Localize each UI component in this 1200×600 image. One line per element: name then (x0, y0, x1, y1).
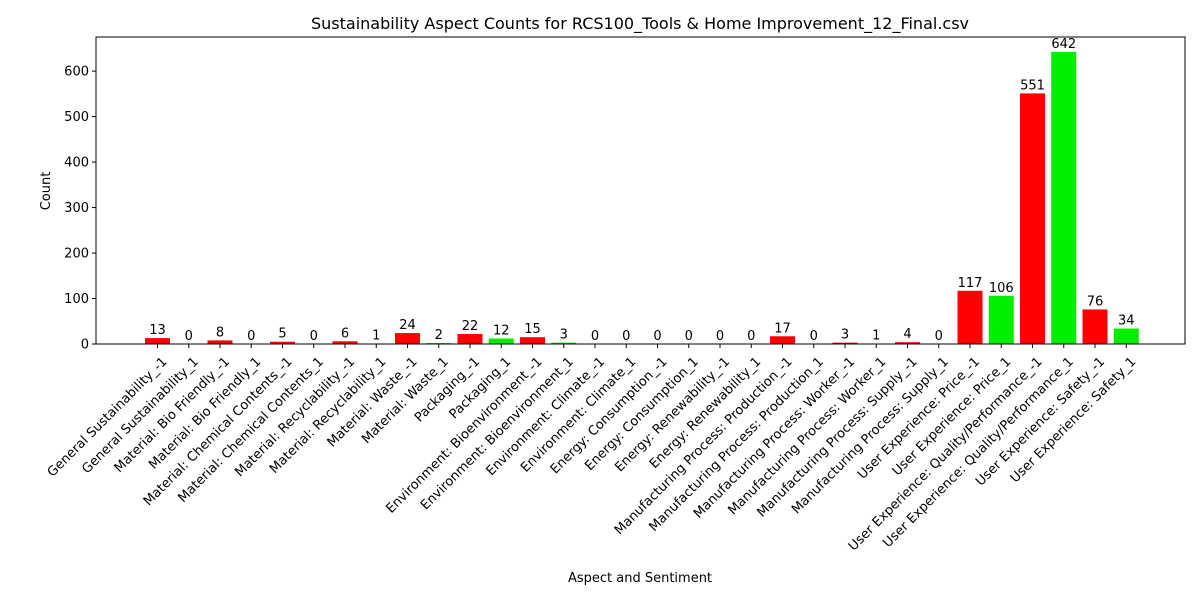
y-tick-label: 500 (64, 110, 89, 125)
data-label: 0 (622, 329, 630, 344)
data-label: 0 (653, 329, 661, 344)
y-tick-label: 300 (64, 201, 89, 216)
bar (832, 342, 858, 344)
data-label: 0 (185, 329, 193, 344)
y-axis-title: Count (39, 172, 54, 211)
bar (770, 336, 795, 344)
data-label: 117 (958, 276, 983, 291)
data-label: 0 (810, 329, 818, 344)
data-label: 1 (872, 329, 880, 344)
bar (520, 337, 545, 344)
data-label: 2 (435, 328, 443, 343)
bar (207, 340, 233, 344)
bar (895, 342, 920, 344)
data-label: 8 (216, 325, 224, 340)
data-label: 3 (841, 328, 849, 343)
bar (270, 341, 295, 344)
bar (988, 295, 1014, 344)
data-label: 4 (903, 327, 911, 342)
data-label: 106 (989, 281, 1014, 296)
data-label: 76 (1087, 294, 1104, 309)
bar (145, 338, 170, 344)
data-label: 22 (462, 319, 479, 334)
bar (1020, 93, 1045, 344)
data-label: 5 (278, 327, 286, 342)
y-tick-label: 200 (64, 247, 89, 262)
data-label: 6 (341, 326, 349, 341)
y-tick-label: 600 (64, 65, 89, 80)
bar (551, 342, 577, 344)
data-label: 12 (493, 324, 510, 339)
plot-frame (95, 36, 1186, 345)
bar (1113, 328, 1139, 344)
x-axis-title: Aspect and Sentiment (568, 571, 712, 586)
bar (957, 290, 983, 344)
data-label: 0 (935, 329, 943, 344)
data-label: 0 (591, 329, 599, 344)
y-tick-label: 100 (64, 292, 89, 307)
data-label: 24 (399, 318, 416, 333)
data-label: 0 (716, 329, 724, 344)
data-label: 0 (685, 329, 693, 344)
data-label: 3 (560, 328, 568, 343)
y-tick-label: 0 (81, 338, 89, 353)
bars-group (145, 52, 1139, 345)
data-label: 1 (372, 329, 380, 344)
bar (332, 341, 358, 344)
data-label: 0 (747, 329, 755, 344)
y-tick-label: 400 (64, 156, 89, 171)
data-label: 13 (149, 323, 166, 338)
bar (395, 333, 420, 344)
data-label: 34 (1118, 314, 1135, 329)
bar (457, 333, 483, 344)
data-label: 15 (524, 322, 541, 337)
data-label: 17 (774, 321, 791, 336)
bar (1051, 52, 1077, 345)
chart-title: Sustainability Aspect Counts for RCS100_… (311, 14, 969, 34)
data-label: 642 (1051, 37, 1076, 52)
bar (1082, 309, 1108, 344)
y-axis: 0 100 200 300 400 500 600 (64, 65, 96, 353)
data-label: 0 (247, 329, 255, 344)
bar (488, 338, 514, 344)
data-label: 551 (1020, 78, 1045, 93)
data-label: 0 (310, 329, 318, 344)
